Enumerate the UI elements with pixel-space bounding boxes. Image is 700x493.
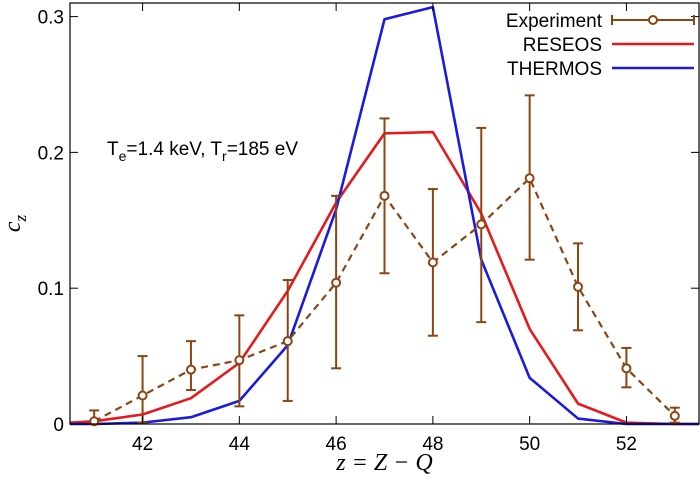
experiment-data-point xyxy=(185,364,196,375)
legend: Experiment RESEOS THERMOS xyxy=(506,11,695,80)
experiment-data-point xyxy=(234,355,245,366)
x-tick-label: 50 xyxy=(519,434,540,455)
experiment-data-point xyxy=(669,410,680,421)
y-tick-label: 0.3 xyxy=(38,8,64,29)
experiment-data-point xyxy=(331,277,342,288)
legend-label-thermos: THERMOS xyxy=(507,59,602,80)
y-tick-label: 0.1 xyxy=(38,279,64,300)
ticks-layer: 42 44 46 48 50 52 0 0.1 0.2 0.3 xyxy=(38,3,699,455)
y-axis-label: cz xyxy=(0,214,30,232)
experiment-data-point xyxy=(621,363,632,374)
temperature-annotation: Te=1.4 keV, Tr=185 eV xyxy=(107,139,298,164)
experiment-data-point xyxy=(476,219,487,230)
x-axis-label: z = Z − Q xyxy=(335,450,432,476)
experiment-data-point xyxy=(524,173,535,184)
plot-frame xyxy=(69,2,700,425)
legend-label-reseos: RESEOS xyxy=(523,35,602,56)
thermos-series-line xyxy=(70,5,699,426)
experiment-data-point xyxy=(573,281,584,292)
x-tick-label: 48 xyxy=(422,434,443,455)
experiment-data-point xyxy=(379,190,390,201)
x-tick-label: 42 xyxy=(132,434,153,455)
y-tick-label: 0 xyxy=(53,415,64,436)
series-layer xyxy=(69,5,699,427)
x-tick-label: 46 xyxy=(326,434,347,455)
x-tick-label: 44 xyxy=(229,434,251,455)
experiment-data-point xyxy=(427,257,438,268)
experiment-data-point xyxy=(282,336,293,347)
experiment-data-point xyxy=(89,416,100,427)
legend-marker-experiment xyxy=(648,15,658,25)
legend-label-experiment: Experiment xyxy=(506,11,603,32)
experiment-data-point xyxy=(137,390,148,401)
y-tick-label: 0.2 xyxy=(38,143,64,164)
x-tick-label: 52 xyxy=(616,434,637,455)
